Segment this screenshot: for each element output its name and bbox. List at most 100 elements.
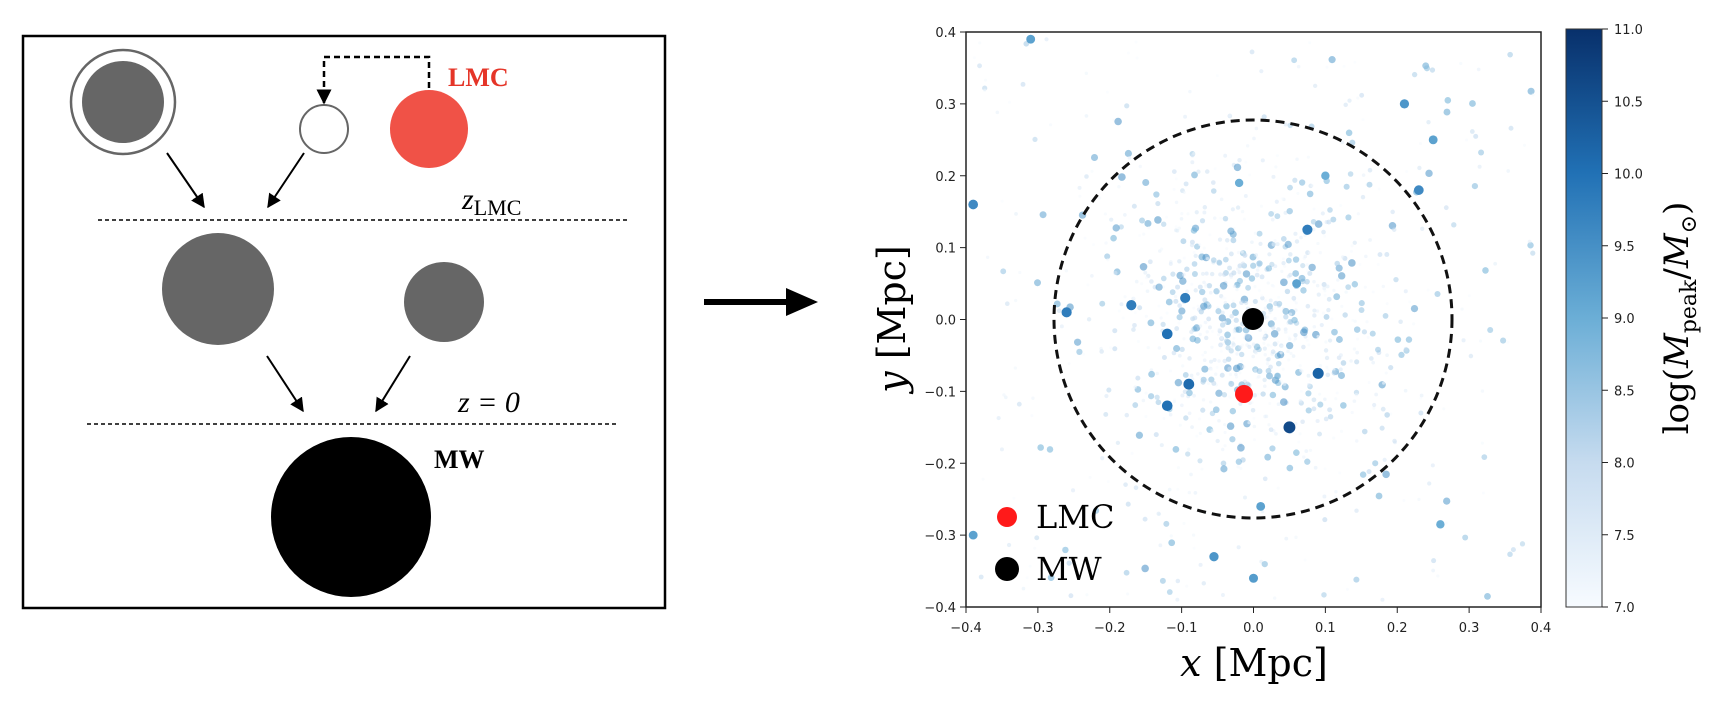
faint-subhalo	[1303, 254, 1308, 259]
faint-subhalo	[1411, 71, 1418, 78]
faint-subhalo	[1220, 310, 1225, 315]
faint-subhalo	[1477, 164, 1482, 169]
faint-subhalo	[1169, 289, 1176, 296]
faint-subhalo	[1156, 511, 1161, 516]
faint-subhalo	[1226, 422, 1235, 430]
faint-subhalo	[1090, 169, 1094, 173]
faint-subhalo	[1160, 275, 1167, 282]
faint-subhalo	[1187, 411, 1192, 416]
faint-subhalo	[995, 110, 1000, 115]
faint-subhalo	[1296, 64, 1301, 69]
faint-subhalo	[1179, 216, 1184, 221]
faint-subhalo	[1220, 460, 1227, 467]
faint-subhalo	[1217, 418, 1221, 423]
faint-subhalo	[1443, 497, 1451, 505]
colorbar-tick-label: 9.0	[1614, 312, 1635, 327]
subhalo-point	[1292, 279, 1302, 288]
faint-subhalo	[1123, 213, 1127, 217]
faint-subhalo	[1291, 354, 1296, 358]
faint-subhalo	[1260, 391, 1266, 397]
faint-subhalo	[1345, 214, 1352, 221]
faint-subhalo	[1323, 467, 1327, 471]
faint-subhalo	[1032, 136, 1038, 142]
faint-subhalo	[1303, 558, 1307, 562]
faint-subhalo	[1359, 471, 1367, 478]
faint-subhalo	[1506, 340, 1510, 344]
faint-subhalo	[1323, 348, 1329, 353]
faint-subhalo	[1308, 251, 1312, 255]
faint-subhalo	[1191, 533, 1196, 537]
faint-subhalo	[1266, 343, 1270, 347]
faint-subhalo	[1109, 346, 1113, 350]
faint-subhalo	[1353, 326, 1361, 333]
faint-subhalo	[1092, 243, 1096, 247]
faint-subhalo	[1317, 401, 1324, 408]
faint-subhalo	[1236, 545, 1241, 550]
faint-subhalo	[1126, 592, 1130, 596]
faint-subhalo	[1225, 247, 1229, 251]
faint-subhalo	[1190, 227, 1198, 234]
faint-subhalo	[1405, 169, 1409, 173]
faint-subhalo	[1144, 276, 1149, 280]
faint-subhalo	[1196, 304, 1200, 308]
faint-subhalo	[1000, 199, 1004, 203]
faint-subhalo	[1284, 288, 1291, 295]
faint-subhalo	[1239, 466, 1243, 471]
faint-subhalo	[1375, 492, 1383, 500]
faint-subhalo	[1200, 250, 1204, 254]
faint-subhalo	[1238, 401, 1243, 406]
panel-frame	[21, 34, 667, 610]
faint-subhalo	[1377, 187, 1381, 191]
colorbar-gradient	[1565, 28, 1603, 608]
faint-subhalo	[1361, 329, 1368, 335]
faint-subhalo	[1305, 338, 1309, 342]
faint-subhalo	[1185, 451, 1191, 457]
faint-subhalo	[1260, 294, 1264, 298]
faint-subhalo	[1209, 359, 1214, 364]
subhalo-point	[1161, 328, 1173, 340]
subhalo-point	[1413, 185, 1424, 195]
faint-subhalo	[1172, 399, 1176, 404]
faint-subhalo	[983, 88, 987, 92]
faint-subhalo	[1510, 547, 1516, 553]
faint-subhalo	[1326, 296, 1332, 302]
faint-subhalo	[1305, 407, 1312, 414]
faint-subhalo	[1298, 274, 1306, 282]
faint-subhalo	[1221, 296, 1225, 300]
faint-subhalo	[1345, 284, 1352, 290]
colorbar-ticks: 7.0 7.5 8.0 8.5 9.0 9.5 10.0 10.5 11.0	[1602, 23, 1643, 616]
faint-subhalo	[1104, 241, 1108, 245]
faint-subhalo	[1419, 141, 1423, 146]
faint-subhalo	[1372, 406, 1376, 410]
faint-subhalo	[1242, 217, 1246, 221]
subhalo-point	[1436, 520, 1445, 529]
faint-subhalo	[1205, 257, 1210, 261]
faint-subhalo	[1280, 380, 1284, 384]
faint-subhalo	[1385, 353, 1389, 358]
faint-subhalo	[1283, 327, 1288, 332]
faint-subhalo	[1355, 439, 1359, 443]
faint-subhalo	[1084, 174, 1089, 179]
faint-subhalo	[1210, 329, 1214, 333]
faint-subhalo	[1215, 74, 1219, 78]
faint-subhalo	[1340, 140, 1345, 145]
faint-subhalo	[1227, 114, 1232, 118]
faint-subhalo	[1310, 183, 1314, 188]
faint-subhalo	[1175, 578, 1181, 584]
faint-subhalo	[1298, 432, 1302, 436]
faint-subhalo	[1173, 294, 1178, 299]
faint-subhalo	[1206, 316, 1212, 322]
faint-subhalo	[1201, 353, 1205, 357]
faint-subhalo	[1233, 317, 1239, 323]
faint-subhalo	[1135, 56, 1139, 60]
faint-subhalo	[999, 447, 1004, 452]
faint-subhalo	[1467, 294, 1471, 298]
faint-subhalo	[1500, 337, 1507, 344]
faint-subhalo	[1273, 317, 1277, 321]
colorbar-tick-label: 8.5	[1614, 384, 1635, 399]
faint-subhalo	[1210, 188, 1217, 194]
faint-subhalo	[1251, 342, 1256, 347]
faint-subhalo	[1376, 262, 1380, 266]
faint-subhalo	[1293, 337, 1298, 341]
x-tick-label: −0.2	[1094, 621, 1126, 636]
